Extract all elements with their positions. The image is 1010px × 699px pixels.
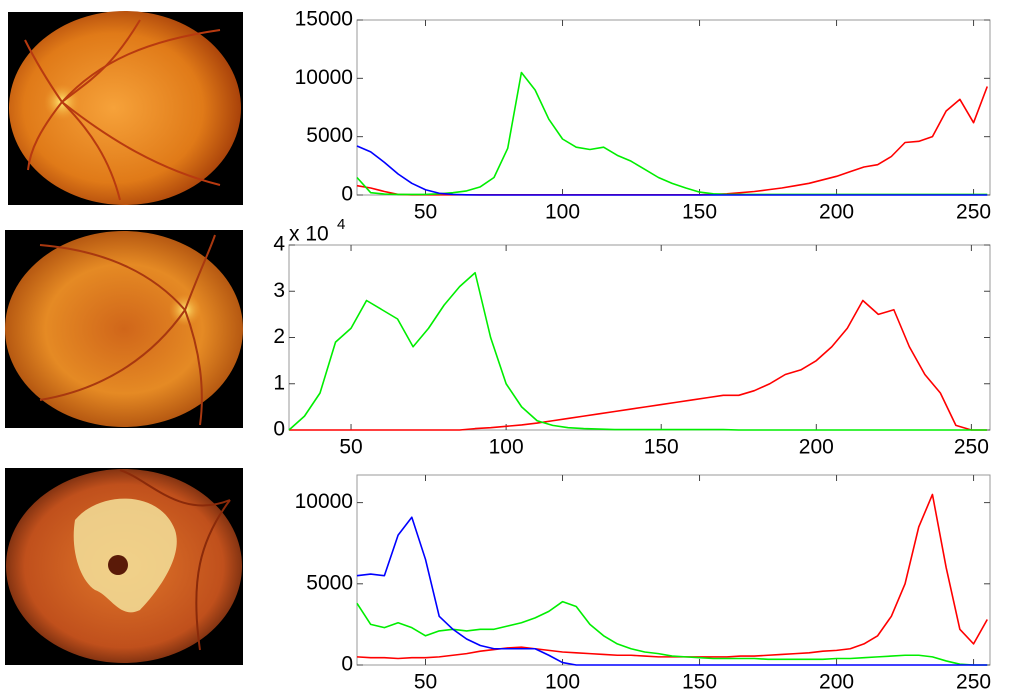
y-scale-exponent: 4 xyxy=(337,216,345,233)
x-tick-label: 50 xyxy=(414,671,437,694)
y-tick-label: 10000 xyxy=(295,66,353,89)
x-tick-label: 100 xyxy=(489,436,524,459)
figure: 5010015020025005000100001500050100150200… xyxy=(0,0,1010,694)
y-tick-label: 4 xyxy=(273,233,285,256)
plot-frame xyxy=(357,475,990,665)
y-tick-label: 1 xyxy=(273,371,285,394)
x-tick-label: 150 xyxy=(682,671,717,694)
x-tick-label: 50 xyxy=(339,436,362,459)
x-tick-label: 100 xyxy=(545,671,580,694)
chart-panel: 50 100 150 200 250 0 5000 10000 xyxy=(295,475,991,694)
y-scale-label: x 10 xyxy=(289,223,329,246)
y-tick-label: 5000 xyxy=(306,571,353,594)
x-tick-label: 250 xyxy=(956,201,991,224)
x-tick-label: 250 xyxy=(954,436,989,459)
fundus-image xyxy=(5,468,243,665)
x-tick-label: 100 xyxy=(545,201,580,224)
x-tick-label: 50 xyxy=(414,201,437,224)
y-tick-label: 0 xyxy=(341,183,353,206)
y-tick-label: 0 xyxy=(341,653,353,676)
page: 5010015020025005000100001500050100150200… xyxy=(0,0,1010,699)
y-tick-label: 10000 xyxy=(295,490,353,513)
plot-frame xyxy=(357,20,990,195)
y-tick-label: 2 xyxy=(273,325,285,348)
chart-panel: 50 100 150 200 250 0 5000 10000 15000 xyxy=(295,8,991,224)
y-tick-label: 15000 xyxy=(295,8,353,31)
y-tick-label: 0 xyxy=(273,418,285,441)
fundus-image xyxy=(8,11,243,205)
y-tick-label: 5000 xyxy=(306,124,353,147)
plot-frame xyxy=(289,245,990,430)
x-tick-label: 200 xyxy=(799,436,834,459)
x-tick-label: 200 xyxy=(819,671,854,694)
x-tick-label: 200 xyxy=(819,201,854,224)
x-tick-label: 150 xyxy=(682,201,717,224)
fundus-image xyxy=(5,230,243,428)
x-tick-label: 150 xyxy=(644,436,679,459)
x-tick-label: 250 xyxy=(956,671,991,694)
y-tick-label: 3 xyxy=(273,279,285,302)
